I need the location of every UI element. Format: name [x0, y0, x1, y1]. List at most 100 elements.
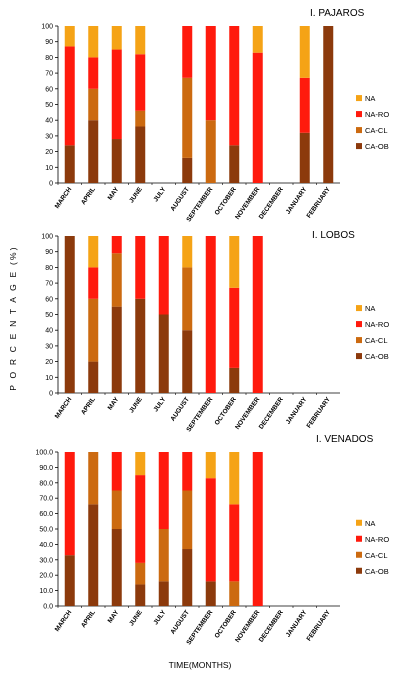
bar-ca-ob-october [229, 367, 240, 393]
x-tick-label: MARCH [54, 396, 74, 420]
legend-swatch-na [356, 305, 362, 312]
bar-na-ro-march [64, 452, 75, 556]
bar-ca-ob-may [111, 306, 122, 393]
bar-na-ro-june [135, 236, 146, 299]
x-tick-label: JUNE [128, 609, 144, 628]
legend-swatch-ca-cl [356, 551, 362, 558]
bar-na-ro-march [64, 46, 75, 146]
y-tick-label: 20 [45, 359, 53, 366]
legend-label: CA-CL [365, 336, 388, 345]
bar-na-april [88, 26, 99, 58]
bar-ca-ob-february [323, 26, 334, 183]
y-tick-label: 20.0 [39, 573, 53, 580]
x-tick-label: FEBRUARY [306, 609, 333, 643]
legend-swatch-na [356, 95, 362, 102]
legend-swatch-na-ro [356, 535, 362, 542]
y-tick-label: 0.0 [43, 604, 53, 611]
bar-na-ro-november [252, 236, 263, 393]
bar-na-ro-july [158, 452, 169, 529]
bar-ca-ob-august [182, 157, 193, 183]
x-tick-label: JULY [152, 186, 167, 204]
bar-na-october [229, 236, 240, 288]
y-tick-label: 0 [49, 181, 53, 188]
x-tick-label: JULY [152, 396, 167, 414]
x-tick-label: MAY [107, 609, 121, 625]
bar-na-ro-october [229, 504, 240, 582]
chart-title: I. LOBOS [312, 230, 355, 241]
bar-na-ro-may [111, 49, 122, 140]
legend-label: CA-OB [365, 142, 389, 151]
y-tick-label: 30.0 [39, 557, 53, 564]
bar-na-ro-august [182, 452, 193, 491]
legend-label: CA-OB [365, 352, 389, 361]
legend-swatch-na-ro [356, 111, 362, 118]
bar-na-ro-june [135, 475, 146, 563]
bar-ca-ob-june [135, 298, 146, 393]
x-tick-label: DECEMBER [258, 609, 285, 644]
bar-na-ro-september [205, 26, 216, 121]
y-tick-label: 30 [45, 133, 53, 140]
bar-ca-ob-may [111, 139, 122, 183]
chart-title: I. VENADOS [316, 434, 374, 445]
x-tick-label: MARCH [54, 609, 74, 633]
y-tick-label: 70 [45, 71, 53, 78]
legend-label: NA [365, 94, 375, 103]
bar-na-ro-november [252, 452, 263, 606]
bar-ca-cl-may [111, 253, 122, 307]
x-axis-label: TIME(MONTHS) [169, 660, 232, 670]
bar-na-ro-may [111, 452, 122, 491]
bar-ca-ob-march [64, 236, 75, 393]
x-tick-label: OCTOBER [214, 609, 238, 640]
y-tick-label: 10 [45, 165, 53, 172]
bar-na-ro-may [111, 236, 122, 254]
x-tick-label: JANUARY [285, 396, 309, 426]
legend-swatch-na-ro [356, 321, 362, 328]
x-tick-label: OCTOBER [214, 186, 238, 217]
y-tick-label: 20 [45, 149, 53, 156]
bar-na-october [229, 452, 240, 505]
bar-ca-ob-july [158, 581, 169, 606]
y-tick-label: 50 [45, 312, 53, 319]
x-tick-label: OCTOBER [214, 396, 238, 427]
bar-ca-ob-april [88, 120, 99, 183]
bar-na-ro-october [229, 26, 240, 146]
x-tick-label: DECEMBER [258, 396, 285, 431]
x-tick-label: JULY [152, 609, 167, 627]
chart-panel-1: I. PAJAROS 0 10 20 30 40 50 60 70 80 90 100 MARCH APR… [41, 8, 389, 223]
bar-ca-cl-june [135, 562, 146, 585]
chart-panel-2: I. LOBOS 0 10 20 30 40 50 60 70 80 90 100 MARCH APRIL… [41, 230, 389, 433]
bar-na-november [252, 26, 263, 53]
y-tick-label: 50.0 [39, 527, 53, 534]
legend-swatch-ca-ob [356, 567, 362, 574]
bar-ca-cl-august [182, 490, 193, 550]
y-tick-label: 100 [41, 24, 53, 31]
legend-label: NA-RO [365, 110, 389, 119]
y-tick-label: 70.0 [39, 496, 53, 503]
y-axis-label: P O R C E N T A G E (%) [8, 245, 18, 391]
y-tick-label: 90 [45, 39, 53, 46]
legend-swatch-ca-cl [356, 337, 362, 344]
y-tick-label: 40 [45, 328, 53, 335]
bar-na-ro-april [88, 57, 99, 89]
bar-ca-cl-june [135, 110, 146, 127]
y-tick-label: 80.0 [39, 480, 53, 487]
bar-ca-ob-august [182, 549, 193, 606]
x-tick-label: JANUARY [285, 186, 309, 216]
y-tick-label: 60 [45, 86, 53, 93]
y-tick-label: 50 [45, 102, 53, 109]
x-tick-label: FEBRUARY [306, 186, 333, 220]
x-tick-label: AUGUST [169, 186, 190, 213]
x-tick-label: AUGUST [169, 396, 190, 423]
bar-ca-ob-june [135, 126, 146, 183]
bar-ca-ob-july [158, 314, 169, 393]
x-tick-label: MAY [107, 396, 121, 412]
y-tick-label: 100.0 [35, 450, 53, 457]
y-tick-label: 90 [45, 249, 53, 256]
bar-na-april [88, 236, 99, 268]
legend-label: NA [365, 304, 375, 313]
bar-na-june [135, 452, 146, 476]
legend-label: CA-CL [365, 126, 388, 135]
bar-na-september [205, 452, 216, 479]
y-tick-label: 0 [49, 391, 53, 398]
x-tick-label: FEBRUARY [306, 396, 333, 430]
